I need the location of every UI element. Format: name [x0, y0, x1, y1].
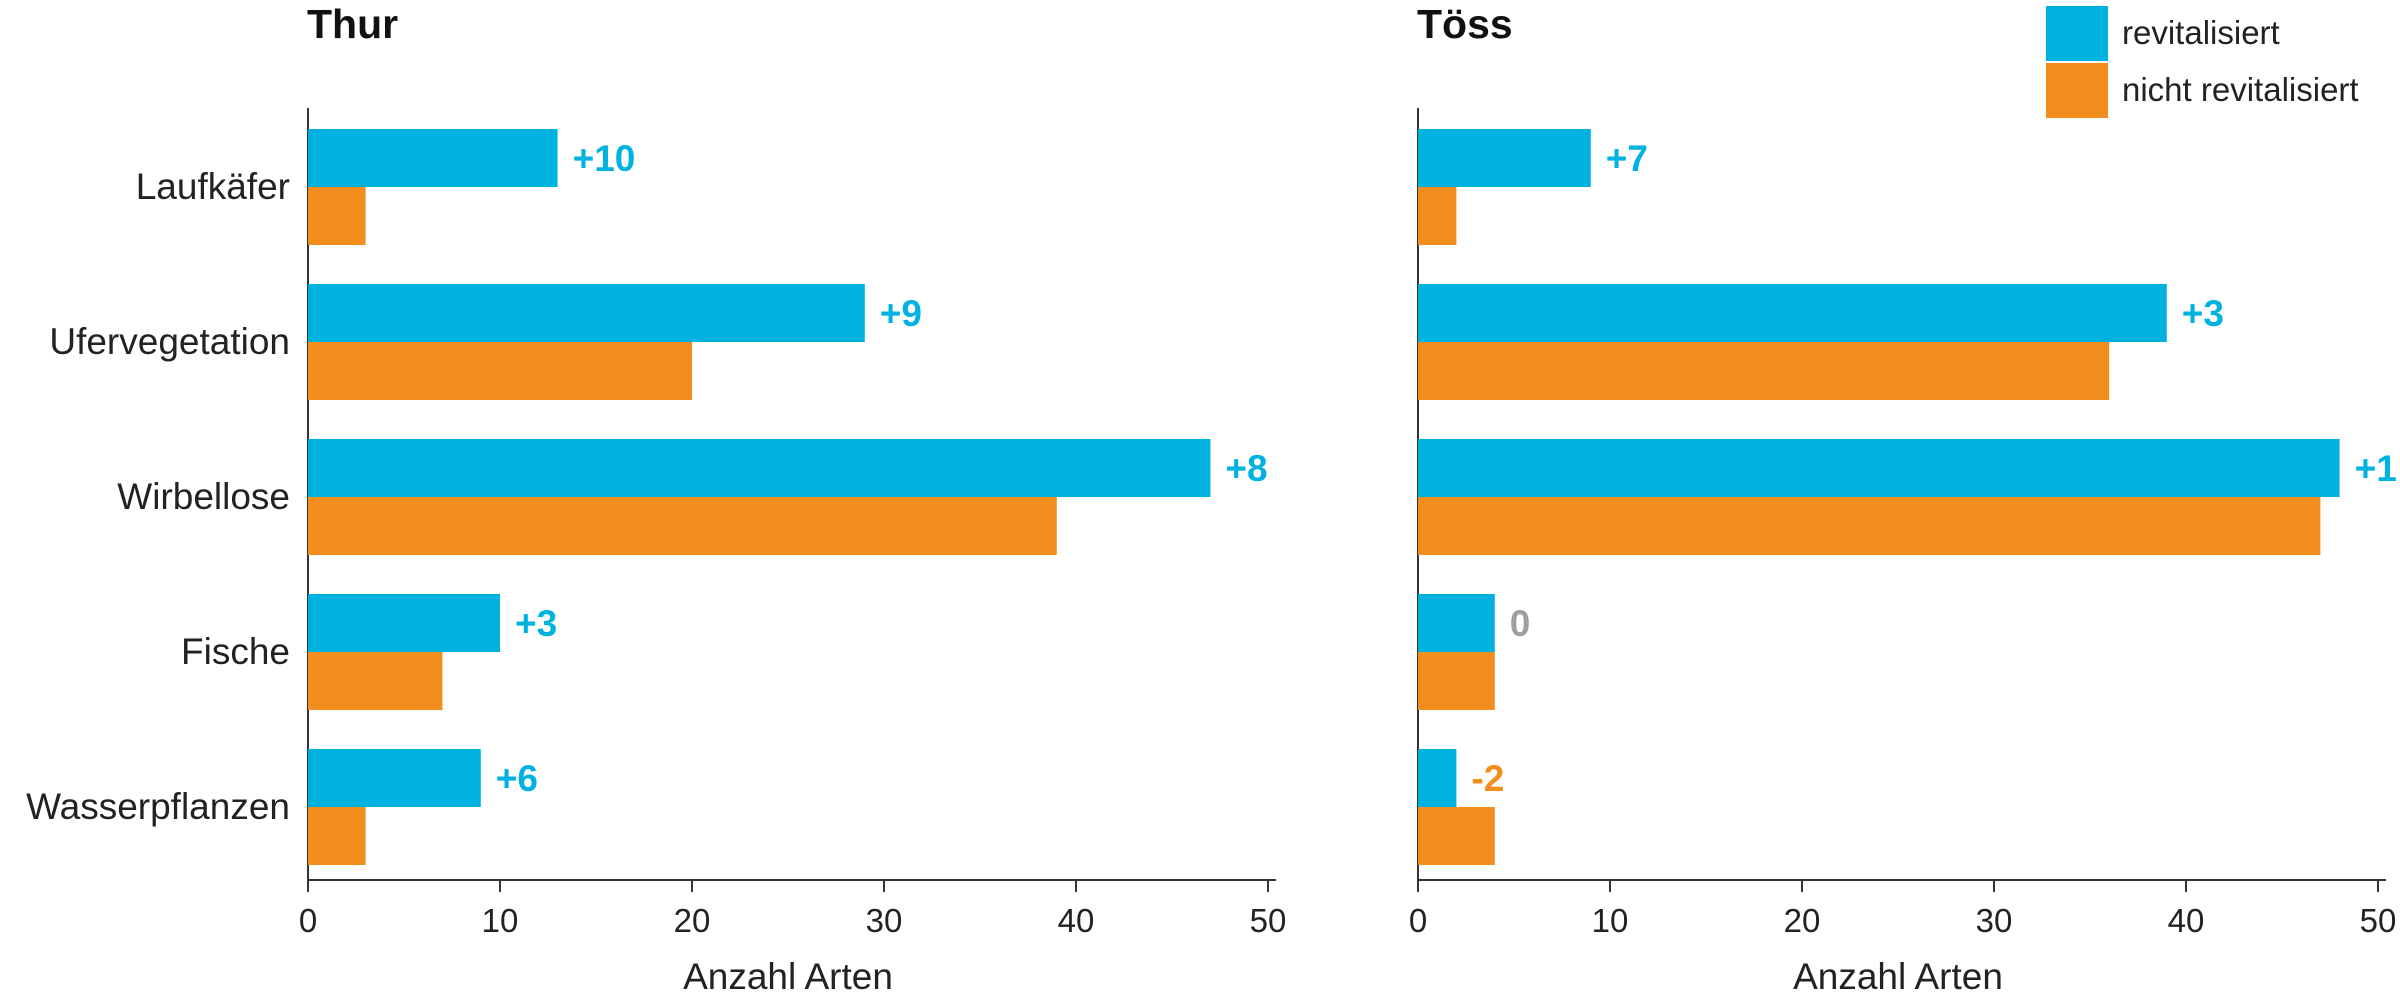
legend-swatch-nicht-revitalisiert — [2046, 63, 2108, 118]
bar-nicht-revitalisiert-fische — [1418, 652, 1495, 710]
difference-label-fische: +3 — [515, 603, 557, 644]
difference-label-laufkaefer: +7 — [1606, 138, 1648, 179]
x-tick-label: 20 — [1784, 902, 1821, 939]
difference-label-ufervegetation: +3 — [2182, 293, 2224, 334]
difference-label-wasserpflanzen: +6 — [496, 758, 538, 799]
x-tick-label: 30 — [1976, 902, 2013, 939]
bar-nicht-revitalisiert-laufkaefer — [308, 187, 366, 245]
category-label-wirbellose: Wirbellose — [117, 476, 290, 517]
bar-nicht-revitalisiert-fische — [308, 652, 443, 710]
difference-label-wirbellose: +1 — [2355, 448, 2397, 489]
x-tick-label: 50 — [2360, 902, 2397, 939]
chart-legend: revitalisiert nicht revitalisiert — [2046, 6, 2359, 118]
legend-label-revitalisiert: revitalisiert — [2122, 14, 2280, 51]
chart-panel-toess: Töss 0 10 20 30 40 50 Anzahl Arten +7 +3 +1 0 -2 — [1409, 1, 2397, 997]
bar-revitalisiert-ufervegetation — [1418, 284, 2167, 342]
x-tick-label: 40 — [2168, 902, 2205, 939]
bar-revitalisiert-fische — [308, 594, 500, 652]
bar-revitalisiert-wasserpflanzen — [308, 749, 481, 807]
difference-label-wasserpflanzen: -2 — [1471, 758, 1504, 799]
bar-revitalisiert-ufervegetation — [308, 284, 865, 342]
x-tick-label: 30 — [866, 902, 903, 939]
difference-label-ufervegetation: +9 — [880, 293, 922, 334]
bar-nicht-revitalisiert-laufkaefer — [1418, 187, 1457, 245]
category-label-fische: Fische — [181, 631, 290, 672]
difference-label-laufkaefer: +10 — [573, 138, 636, 179]
bar-revitalisiert-wirbellose — [1418, 439, 2340, 497]
bar-nicht-revitalisiert-wasserpflanzen — [308, 807, 366, 865]
bar-nicht-revitalisiert-wirbellose — [308, 497, 1057, 555]
difference-label-fische: 0 — [1510, 603, 1531, 644]
bar-revitalisiert-laufkaefer — [1418, 129, 1591, 187]
x-tick-label: 40 — [1058, 902, 1095, 939]
bar-nicht-revitalisiert-wirbellose — [1418, 497, 2321, 555]
category-label-wasserpflanzen: Wasserpflanzen — [26, 786, 290, 827]
legend-swatch-revitalisiert — [2046, 6, 2108, 61]
bar-revitalisiert-laufkaefer — [308, 129, 558, 187]
legend-label-nicht-revitalisiert: nicht revitalisiert — [2122, 71, 2359, 108]
x-tick-label: 10 — [1592, 902, 1629, 939]
bar-revitalisiert-wasserpflanzen — [1418, 749, 1457, 807]
x-axis-title: Anzahl Arten — [683, 956, 893, 997]
bar-revitalisiert-fische — [1418, 594, 1495, 652]
bar-nicht-revitalisiert-ufervegetation — [1418, 342, 2110, 400]
category-label-ufervegetation: Ufervegetation — [49, 321, 290, 362]
bar-nicht-revitalisiert-wasserpflanzen — [1418, 807, 1495, 865]
bar-nicht-revitalisiert-ufervegetation — [308, 342, 692, 400]
bar-revitalisiert-wirbellose — [308, 439, 1211, 497]
x-tick-label: 20 — [674, 902, 711, 939]
x-tick-label: 0 — [1409, 902, 1427, 939]
chart-panel-thur: Thur 0 10 20 30 40 50 Anzahl Arten Laufkäfer +10… — [26, 1, 1286, 997]
x-tick-label: 50 — [1250, 902, 1287, 939]
difference-label-wirbellose: +8 — [1225, 448, 1267, 489]
x-axis-title: Anzahl Arten — [1793, 956, 2003, 997]
x-tick-label: 0 — [299, 902, 317, 939]
panel-title-toess: Töss — [1417, 1, 1513, 47]
panel-title-thur: Thur — [307, 1, 398, 47]
category-label-laufkaefer: Laufkäfer — [136, 166, 290, 207]
x-tick-label: 10 — [482, 902, 519, 939]
